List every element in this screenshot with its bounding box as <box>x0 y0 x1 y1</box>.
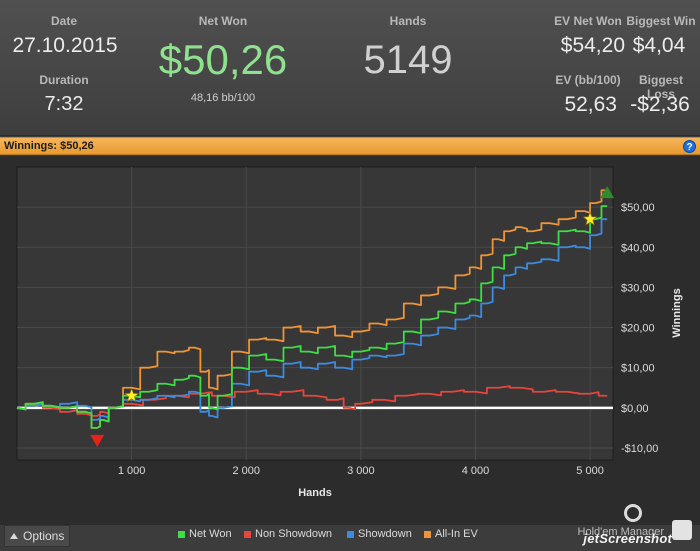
legend-item[interactable]: Showdown <box>347 528 412 540</box>
y-tick-label: $30,00 <box>621 282 655 294</box>
x-axis-label: Hands <box>298 487 332 499</box>
x-tick-label: 3 000 <box>347 465 375 477</box>
legend-swatch <box>178 530 185 538</box>
winnings-title-bar: Winnings: $50,26 ? <box>0 137 700 155</box>
hands-label: Hands <box>389 14 427 28</box>
ev-bb-label: EV (bb/100) <box>555 73 621 87</box>
legend-label: Net Won <box>189 528 232 540</box>
x-tick-label: 2 000 <box>232 465 260 477</box>
legend-swatch <box>244 530 251 538</box>
x-tick-label: 4 000 <box>462 465 490 477</box>
legend-item[interactable]: Net Won <box>178 528 232 540</box>
y-tick-label: $10,00 <box>621 363 655 375</box>
series-line-net-won <box>16 205 608 429</box>
options-label: Options <box>23 529 65 543</box>
winnings-chart: 1 000 2 000 3 000 4 000 5 000 -$10,00 $0,00 $1… <box>16 166 683 499</box>
biggest-win-label: Biggest Win <box>626 14 696 28</box>
series-line-non-showdown <box>16 385 608 417</box>
chart-legend: Net Won Non Showdown Showdown All-In EV <box>0 528 700 542</box>
star-marker <box>124 387 140 403</box>
ev-net-won-value: $54,20 <box>560 34 625 57</box>
watermark-eye-icon <box>624 504 642 522</box>
date-label: Date <box>50 14 77 28</box>
legend-label: Non Showdown <box>255 528 333 540</box>
y-axis-ticks: -$10,00 $0,00 $10,00 $20,00 $30,00 $40,00 $50,… <box>621 202 658 455</box>
help-icon[interactable]: ? <box>683 140 696 153</box>
chart-area: 1 000 2 000 3 000 4 000 5 000 -$10,00 $0,00 $1… <box>0 156 700 525</box>
series-lines <box>16 189 608 429</box>
y-axis-label: Winnings <box>671 288 683 337</box>
star-marker <box>582 211 598 226</box>
biggest-loss-value: -$2,36 <box>630 93 690 116</box>
hands-value: 5149 <box>363 38 453 82</box>
high-marker <box>600 186 615 199</box>
watermark-text: jetScreenshot <box>583 531 672 546</box>
duration-value: 7:32 <box>44 93 84 115</box>
legend-label: Showdown <box>358 528 412 540</box>
legend-item[interactable]: All-In EV <box>424 528 478 540</box>
brand-label: Hold'em Manager <box>577 526 664 538</box>
y-tick-label: $40,00 <box>621 242 655 254</box>
winnings-title-amount: $50,26 <box>60 140 94 152</box>
x-tick-label: 5 000 <box>576 465 604 477</box>
legend-label: All-In EV <box>435 528 478 540</box>
net-won-label: Net Won <box>198 14 248 28</box>
legend-item[interactable]: Non Showdown <box>244 528 332 540</box>
watermark-logo-icon <box>672 520 692 540</box>
winnings-title-label: Winnings: <box>4 140 58 152</box>
stats-panel: Date 27.10.2015 Duration 7:32 Net Won $5… <box>0 0 700 136</box>
y-tick-label: $50,00 <box>621 202 655 214</box>
ev-net-won-label: EV Net Won <box>554 14 622 28</box>
y-tick-label: $0,00 <box>621 403 649 415</box>
winnings-title: Winnings: $50,26 <box>4 140 94 152</box>
x-tick-label: 1 000 <box>118 465 146 477</box>
net-won-subvalue: 48,16 bb/100 <box>190 92 256 104</box>
low-marker <box>90 434 105 447</box>
options-button[interactable]: Options <box>4 525 70 547</box>
markers <box>90 186 615 447</box>
x-axis-ticks: 1 000 2 000 3 000 4 000 5 000 <box>118 465 604 477</box>
date-value: 27.10.2015 <box>12 34 118 57</box>
biggest-loss-label: Biggest Loss <box>638 73 683 101</box>
legend-swatch <box>424 530 431 538</box>
biggest-win-value: $4,04 <box>632 34 686 57</box>
y-tick-label: $20,00 <box>621 323 655 335</box>
duration-label: Duration <box>39 73 89 87</box>
ev-bb-value: 52,63 <box>564 93 617 116</box>
y-tick-label: -$10,00 <box>621 443 658 455</box>
chevron-up-icon <box>10 533 18 539</box>
plot-background <box>16 166 614 461</box>
net-won-value: $50,26 <box>158 36 288 83</box>
legend-swatch <box>347 530 354 538</box>
